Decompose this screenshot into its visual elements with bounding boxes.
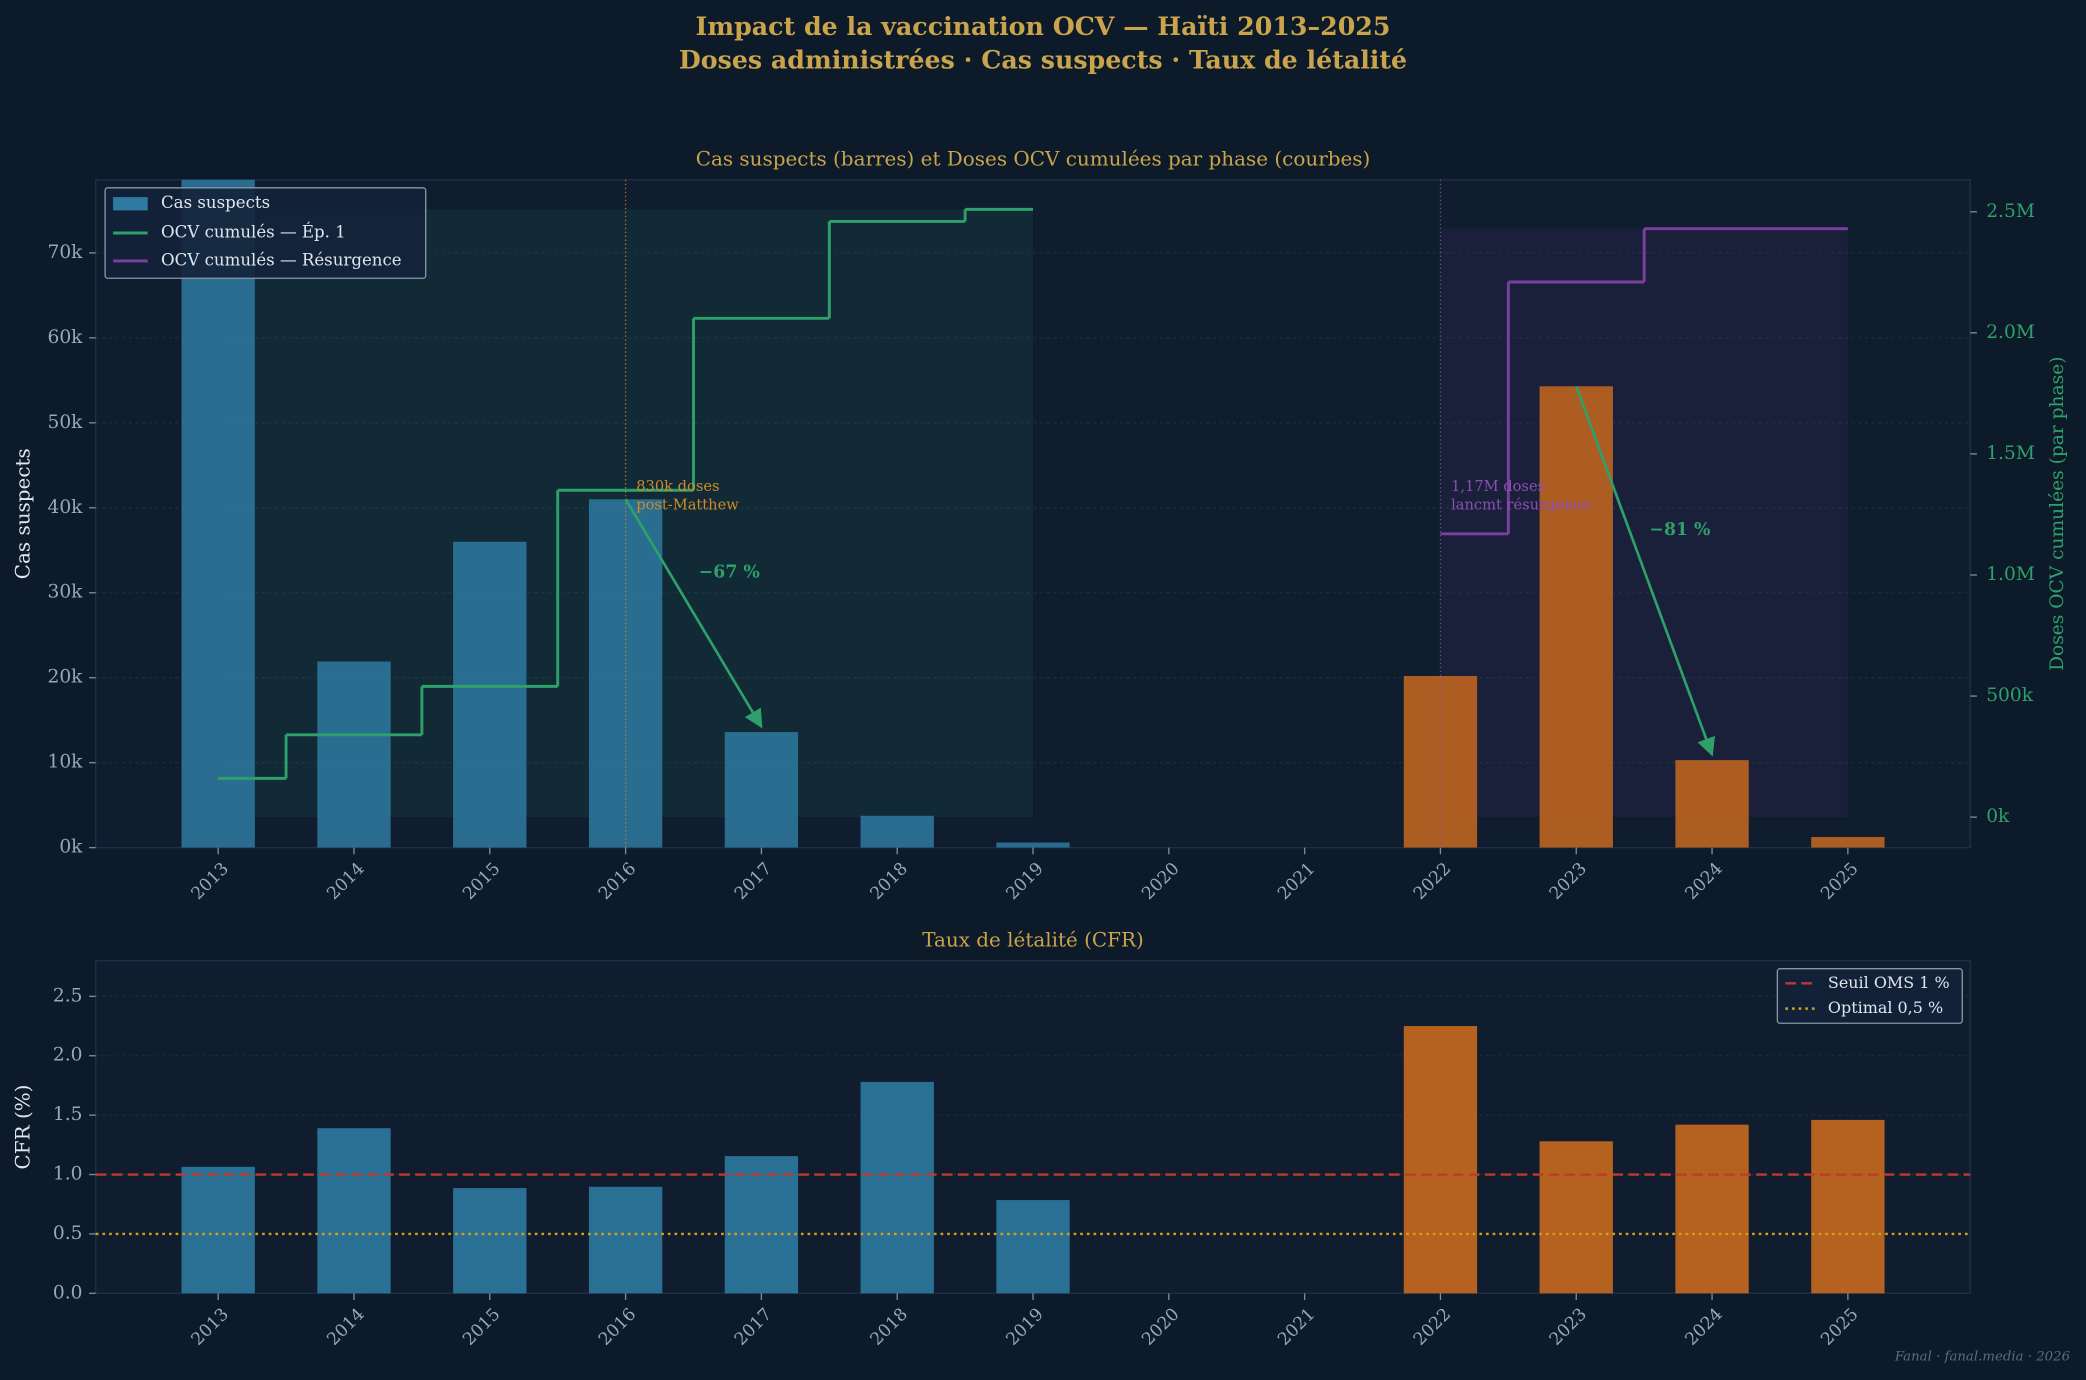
bar [724, 1156, 799, 1294]
y2-tick-label: 2.5M [1986, 201, 2035, 222]
plot-clip [181, 179, 1885, 848]
y-tick-label: 70k [48, 242, 84, 263]
y-tick-label: 30k [48, 582, 84, 603]
y-tick-label: 10k [48, 752, 84, 773]
y2-tick-label: 500k [1986, 685, 2034, 706]
bar [588, 1186, 663, 1294]
footer: Fanal · fanal.media · 2026 [1894, 1350, 2071, 1365]
y-axis-label: CFR (%) [10, 1085, 34, 1170]
legend-label: Seuil OMS 1 % [1828, 973, 1950, 992]
arrow-label: −81 % [1649, 520, 1710, 540]
y-tick-label: 1.0 [53, 1164, 83, 1185]
legend-box [1776, 968, 1963, 1024]
y-tick-label: 40k [48, 497, 84, 518]
bar [1539, 386, 1613, 848]
bar [1675, 1124, 1749, 1294]
bar [453, 541, 527, 848]
y2-tick-label: 0k [1986, 806, 2010, 827]
bar [996, 1200, 1070, 1294]
bar [860, 815, 934, 848]
legend-swatch [113, 197, 148, 211]
annotation: lancmt résurgence [1451, 497, 1590, 514]
legend-box [104, 187, 427, 279]
y2-tick-label: 1.0M [1986, 564, 2035, 585]
bar [1811, 1119, 1885, 1294]
bar [1539, 1141, 1613, 1294]
bar [1675, 760, 1749, 848]
phase-area [1440, 228, 1848, 818]
annotation: 830k doses [636, 478, 719, 495]
bar [317, 661, 391, 848]
bar [317, 1128, 391, 1294]
y-tick-label: 50k [48, 412, 84, 433]
y-tick-label: 1.5 [53, 1104, 83, 1125]
annotation: 1,17M doses [1451, 478, 1545, 495]
bar [181, 179, 255, 848]
bar [724, 732, 799, 848]
y-tick-label: 0k [59, 837, 83, 858]
y-tick-label: 2.5 [53, 985, 83, 1006]
figure-subtitle: Doses administrées · Cas suspects · Taux… [679, 44, 1407, 74]
bar [996, 842, 1070, 848]
y2-tick-label: 1.5M [1986, 443, 2035, 464]
legend-label: OCV cumulés — Ép. 1 [161, 222, 346, 242]
y-tick-label: 0.0 [53, 1282, 83, 1303]
y-tick-label: 2.0 [53, 1045, 83, 1066]
plot-area [95, 179, 1971, 849]
y-tick-label: 0.5 [53, 1223, 83, 1244]
y2-tick-label: 2.0M [1986, 322, 2035, 343]
bar [588, 499, 663, 848]
bar [453, 1188, 527, 1294]
bar [860, 1081, 934, 1294]
legend-label: Optimal 0,5 % [1828, 998, 1943, 1017]
bar [1403, 676, 1478, 848]
arrow [624, 498, 763, 729]
y2-axis-label: Doses OCV cumulées (par phase) [2047, 357, 2068, 671]
y-tick-label: 20k [48, 667, 84, 688]
legend-label: Cas suspects [161, 193, 270, 212]
bar [181, 1166, 255, 1294]
chart-title: Cas suspects (barres) et Doses OCV cumul… [696, 146, 1371, 170]
y-axis-label: Cas suspects [10, 448, 34, 579]
figure-title: Impact de la vaccination OCV — Haïti 201… [696, 11, 1391, 41]
arrow [1575, 385, 1716, 757]
y-tick-label: 60k [48, 327, 84, 348]
bar [1403, 1026, 1478, 1294]
arrow-label: −67 % [699, 563, 760, 583]
legend-label: OCV cumulés — Résurgence [161, 250, 402, 269]
chart-title: Taux de létalité (CFR) [922, 927, 1144, 951]
annotation: post-Matthew [636, 497, 739, 514]
bar [1811, 837, 1885, 848]
